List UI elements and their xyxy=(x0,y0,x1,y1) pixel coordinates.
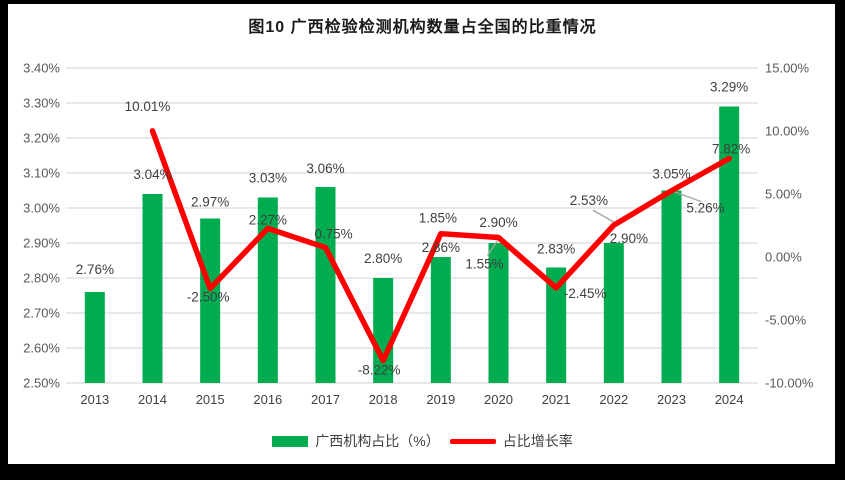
x-axis-label: 2024 xyxy=(715,392,744,407)
line-label-2023: 5.26% xyxy=(686,201,724,216)
bar-label-2016: 3.03% xyxy=(249,171,287,186)
x-axis-label: 2014 xyxy=(138,392,167,407)
bar-2014 xyxy=(142,194,163,383)
x-axis-label: 2018 xyxy=(369,392,398,407)
bar-label-2015: 2.97% xyxy=(191,195,229,210)
chart-title: 图10 广西检验检测机构数量占全国的比重情况 xyxy=(248,19,597,36)
left-axis-tick: 2.70% xyxy=(23,306,60,321)
left-axis-tick: 2.50% xyxy=(23,376,60,391)
chart-legend: 广西机构占比（%） 占比增长率 xyxy=(0,431,845,451)
bar-2021 xyxy=(546,267,567,383)
legend-label-line-series: 占比增长率 xyxy=(502,433,573,449)
left-axis-tick: 2.60% xyxy=(23,341,60,356)
x-axis-label: 2023 xyxy=(657,392,686,407)
left-axis-tick: 3.40% xyxy=(23,61,60,76)
x-axis-label: 2013 xyxy=(80,392,109,407)
line-series-swatch-icon xyxy=(449,438,496,444)
x-axis-label: 2019 xyxy=(426,392,455,407)
legend-item-bar-series: 广西机构占比（%） xyxy=(272,431,440,451)
line-label-2021: -2.45% xyxy=(564,286,607,301)
right-axis-tick: 0.00% xyxy=(765,250,802,265)
left-axis-tick: 3.00% xyxy=(23,201,60,216)
line-label-2015: -2.50% xyxy=(187,290,230,305)
left-axis-tick: 3.20% xyxy=(23,131,60,146)
bar-label-2014: 3.04% xyxy=(133,167,171,182)
bar-2013 xyxy=(84,292,105,383)
bar-label-2013: 2.76% xyxy=(76,262,114,277)
bar-label-2017: 3.06% xyxy=(306,161,344,176)
bar-2020 xyxy=(488,243,509,383)
line-label-2017: 0.75% xyxy=(314,227,352,242)
bar-label-2020: 2.90% xyxy=(479,215,517,230)
line-label-2019: 1.85% xyxy=(419,211,457,226)
line-label-2024: 7.82% xyxy=(712,141,750,156)
label-leader-line xyxy=(486,240,499,256)
left-axis-tick: 3.30% xyxy=(23,96,60,111)
line-label-2018: -8.22% xyxy=(358,363,401,378)
line-label-2016: 2.27% xyxy=(249,212,287,227)
line-label-2020: 1.55% xyxy=(465,256,503,271)
x-axis-label: 2015 xyxy=(196,392,225,407)
bar-label-2021: 2.83% xyxy=(537,242,575,257)
left-axis-tick: 3.10% xyxy=(23,166,60,181)
legend-item-line-series: 占比增长率 xyxy=(449,431,573,451)
label-leader-line xyxy=(671,190,702,203)
legend-label-bar-series: 广西机构占比（%） xyxy=(315,433,440,449)
label-leader-line xyxy=(592,209,615,223)
bar-2016 xyxy=(257,197,278,383)
left-axis-tick: 2.90% xyxy=(23,236,60,251)
bar-2017 xyxy=(315,187,336,383)
line-label-2014: 10.01% xyxy=(125,99,171,114)
left-axis-tick: 2.80% xyxy=(23,271,60,286)
right-axis-tick: -5.00% xyxy=(765,313,807,328)
bar-2022 xyxy=(603,243,624,383)
x-axis-label: 2017 xyxy=(311,392,340,407)
right-axis-tick: 10.00% xyxy=(765,124,810,139)
bar-2024 xyxy=(719,106,740,383)
right-axis-tick: -10.00% xyxy=(765,376,814,391)
right-axis-tick: 15.00% xyxy=(765,61,810,76)
bar-label-2019: 2.86% xyxy=(422,240,460,255)
x-axis-label: 2020 xyxy=(484,392,513,407)
bar-label-2018: 2.80% xyxy=(364,251,402,266)
bar-label-2022: 2.90% xyxy=(610,231,648,246)
bar-2015 xyxy=(200,218,221,383)
line-label-2022: 2.53% xyxy=(570,193,608,208)
bar-label-2023: 3.05% xyxy=(652,167,690,182)
bar-2019 xyxy=(430,257,451,383)
bar-series-swatch-icon xyxy=(272,435,309,447)
right-axis-tick: 5.00% xyxy=(765,187,802,202)
x-axis-label: 2016 xyxy=(253,392,282,407)
x-axis-label: 2021 xyxy=(542,392,571,407)
bar-label-2024: 3.29% xyxy=(710,80,748,95)
bar-2023 xyxy=(661,190,682,383)
growth-rate-line xyxy=(149,128,732,364)
x-axis-label: 2022 xyxy=(599,392,628,407)
